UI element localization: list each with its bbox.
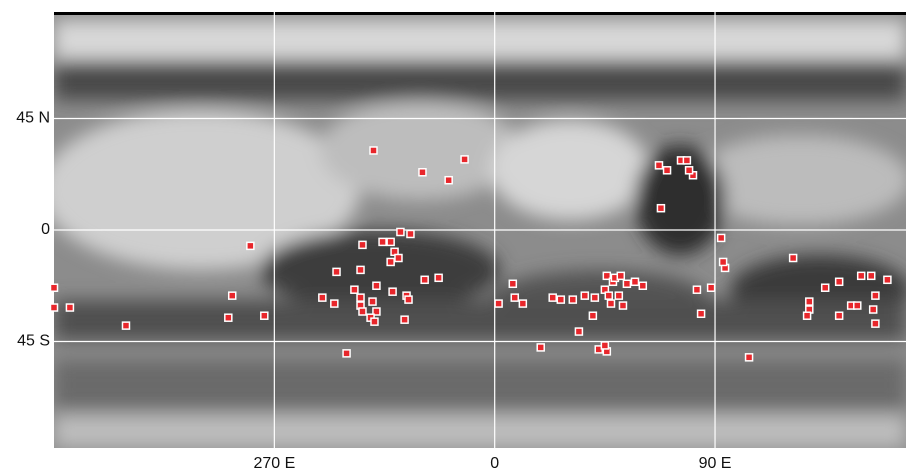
point-marker	[698, 310, 705, 317]
point-marker	[387, 258, 394, 265]
point-marker	[619, 302, 626, 309]
point-marker	[373, 282, 380, 289]
point-marker	[435, 274, 442, 281]
point-marker	[401, 316, 408, 323]
point-marker	[589, 312, 596, 319]
point-marker	[419, 169, 426, 176]
x-tick-label: 90 E	[699, 455, 732, 472]
point-marker	[122, 322, 129, 329]
x-tick-label: 270 E	[253, 455, 295, 472]
point-marker	[407, 230, 414, 237]
point-marker	[397, 228, 404, 235]
point-marker	[746, 354, 753, 361]
point-marker	[858, 272, 865, 279]
point-marker	[854, 302, 861, 309]
point-marker	[319, 294, 326, 301]
point-marker	[884, 276, 891, 283]
point-marker	[405, 296, 412, 303]
point-marker	[708, 284, 715, 291]
point-marker	[247, 242, 254, 249]
chart: 45 N 0 45 S 270 E 0 90 E	[0, 0, 906, 474]
point-marker	[581, 292, 588, 299]
point-marker	[607, 300, 614, 307]
point-marker	[615, 292, 622, 299]
point-marker	[331, 300, 338, 307]
point-marker	[509, 280, 516, 287]
point-marker	[631, 278, 638, 285]
point-marker	[357, 294, 364, 301]
y-tick-label: 45 S	[17, 333, 50, 350]
point-marker	[836, 312, 843, 319]
point-marker	[371, 318, 378, 325]
point-marker	[359, 241, 366, 248]
point-marker	[868, 272, 875, 279]
point-marker	[806, 298, 813, 305]
point-marker	[664, 167, 671, 174]
point-marker	[870, 306, 877, 313]
point-marker	[790, 254, 797, 261]
point-marker	[461, 156, 468, 163]
point-marker	[495, 300, 502, 307]
point-marker	[387, 238, 394, 245]
point-marker	[511, 294, 518, 301]
point-marker	[343, 350, 350, 357]
point-marker	[617, 272, 624, 279]
point-marker	[591, 294, 598, 301]
point-marker	[421, 276, 428, 283]
point-marker	[357, 266, 364, 273]
point-marker	[623, 280, 630, 287]
point-marker	[557, 296, 564, 303]
point-marker	[225, 314, 232, 321]
point-marker	[379, 238, 386, 245]
point-marker	[804, 312, 811, 319]
point-marker	[822, 284, 829, 291]
point-marker	[657, 205, 664, 212]
point-marker	[601, 342, 608, 349]
point-marker	[549, 294, 556, 301]
y-tick-label: 0	[41, 221, 50, 238]
point-marker	[686, 167, 693, 174]
point-marker	[872, 320, 879, 327]
point-marker	[445, 177, 452, 184]
point-marker	[537, 344, 544, 351]
point-marker	[605, 292, 612, 299]
x-tick-label: 0	[490, 455, 499, 472]
point-marker	[569, 296, 576, 303]
point-marker	[872, 292, 879, 299]
point-marker	[261, 312, 268, 319]
point-marker	[718, 234, 725, 241]
point-marker	[351, 286, 358, 293]
y-tick-label: 45 N	[16, 110, 50, 127]
point-marker	[229, 292, 236, 299]
point-marker	[370, 147, 377, 154]
point-marker	[51, 304, 58, 311]
point-marker	[369, 298, 376, 305]
point-marker	[389, 288, 396, 295]
point-marker	[693, 286, 700, 293]
point-marker	[333, 268, 340, 275]
point-marker	[66, 304, 73, 311]
page: 45 N045 S270 E090 E (() => { const data …	[0, 0, 906, 474]
point-marker	[836, 278, 843, 285]
point-marker	[51, 284, 58, 291]
point-marker	[639, 282, 646, 289]
point-marker	[575, 328, 582, 335]
map-background	[40, 10, 906, 448]
point-marker	[359, 308, 366, 315]
point-marker	[519, 300, 526, 307]
point-marker	[395, 254, 402, 261]
point-marker	[720, 258, 727, 265]
point-marker	[683, 157, 690, 164]
point-marker	[655, 162, 662, 169]
